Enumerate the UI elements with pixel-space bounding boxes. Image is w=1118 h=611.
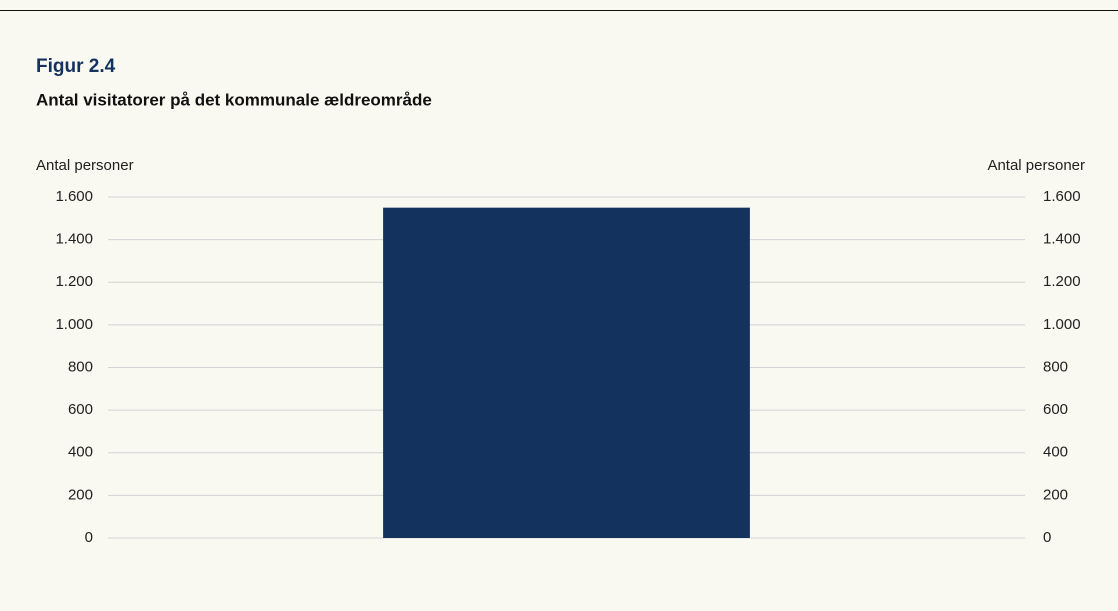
y2-tick-label: 1.400 bbox=[1043, 231, 1081, 248]
y-axis-label: Antal personer bbox=[36, 157, 134, 174]
y2-axis-label: Antal personer bbox=[987, 157, 1085, 174]
y-tick-label: 400 bbox=[68, 444, 93, 461]
y-tick-label: 1.400 bbox=[55, 231, 93, 248]
chart-subtitle: Antal visitatorer på det kommunale ældre… bbox=[36, 90, 432, 109]
y2-tick-label: 1.600 bbox=[1043, 188, 1081, 205]
y2-tick-label: 200 bbox=[1043, 486, 1068, 503]
y2-tick-label: 0 bbox=[1043, 529, 1051, 546]
y2-tick-label: 1.200 bbox=[1043, 273, 1081, 290]
chart-title: Figur 2.4 bbox=[36, 56, 116, 77]
bar bbox=[383, 207, 750, 538]
y-tick-label: 1.600 bbox=[55, 188, 93, 205]
y2-tick-label: 400 bbox=[1043, 444, 1068, 461]
y2-tick-label: 600 bbox=[1043, 401, 1068, 418]
y-tick-label: 200 bbox=[68, 486, 93, 503]
y-tick-label: 1.200 bbox=[55, 273, 93, 290]
y-tick-label: 0 bbox=[85, 529, 93, 546]
y-tick-label: 800 bbox=[68, 358, 93, 375]
y2-tick-label: 800 bbox=[1043, 358, 1068, 375]
y-tick-label: 600 bbox=[68, 401, 93, 418]
y-tick-label: 1.000 bbox=[55, 316, 93, 333]
y2-tick-label: 1.000 bbox=[1043, 316, 1081, 333]
